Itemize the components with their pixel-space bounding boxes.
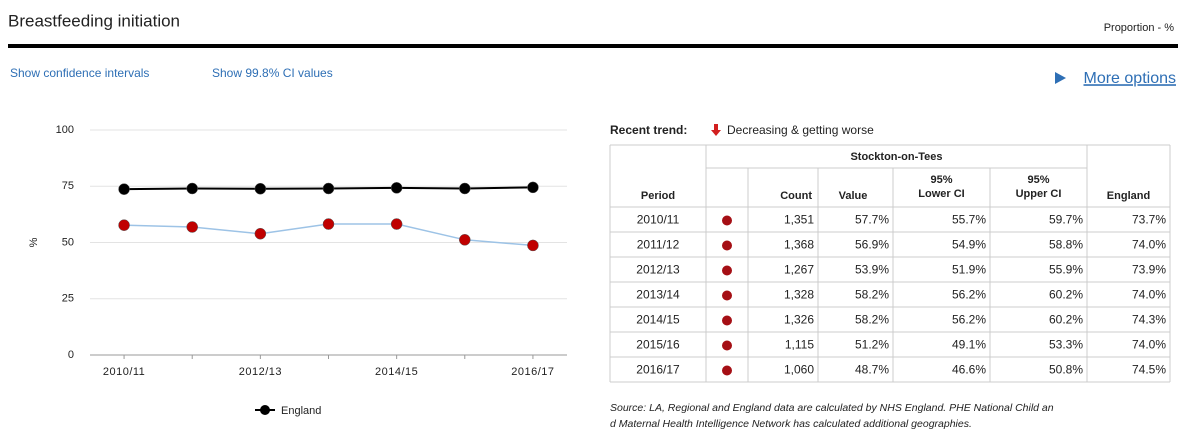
period-cell: 2013/14 bbox=[636, 288, 680, 302]
value-cell: 55.9% bbox=[1049, 263, 1083, 277]
value-cell: 58.2% bbox=[855, 288, 889, 302]
value-cell: 46.6% bbox=[952, 363, 986, 377]
value-cell: 54.9% bbox=[952, 238, 986, 252]
value-cell: 1,267 bbox=[784, 263, 814, 277]
value-cell: 73.9% bbox=[1132, 263, 1166, 277]
y-tick-label: 100 bbox=[56, 124, 74, 136]
column-header: Upper CI bbox=[1016, 188, 1062, 200]
significance-marker bbox=[722, 340, 732, 351]
source-note: Source: LA, Regional and England data ar… bbox=[610, 402, 1054, 414]
data-point bbox=[322, 182, 335, 195]
value-cell: 58.8% bbox=[1049, 238, 1083, 252]
value-cell: 55.7% bbox=[952, 213, 986, 227]
period-cell: 2010/11 bbox=[637, 213, 680, 227]
trend-label: Recent trend: bbox=[610, 123, 687, 137]
column-header: Period bbox=[641, 190, 675, 202]
x-tick-label: 2014/15 bbox=[375, 366, 418, 378]
column-header: Count bbox=[780, 190, 812, 202]
column-header: England bbox=[1107, 190, 1150, 202]
value-cell: 56.9% bbox=[855, 238, 889, 252]
y-tick-label: 0 bbox=[68, 349, 74, 361]
value-cell: 1,351 bbox=[784, 213, 814, 227]
x-tick-label: 2016/17 bbox=[511, 366, 554, 378]
value-cell: 1,328 bbox=[784, 288, 814, 302]
ci-values-link[interactable]: Show 99.8% CI values bbox=[212, 66, 333, 80]
significance-marker bbox=[722, 215, 732, 226]
significance-marker bbox=[722, 365, 732, 376]
column-header: 95% bbox=[1027, 174, 1049, 186]
y-tick-label: 25 bbox=[62, 293, 74, 305]
column-header: Value bbox=[839, 190, 868, 202]
value-cell: 53.9% bbox=[855, 263, 889, 277]
period-cell: 2016/17 bbox=[636, 363, 680, 377]
data-point bbox=[186, 182, 198, 195]
value-cell: 74.0% bbox=[1132, 238, 1166, 252]
trend-arrow bbox=[711, 124, 721, 136]
x-tick-label: 2012/13 bbox=[239, 366, 282, 378]
data-point bbox=[118, 183, 130, 195]
y-axis-label: % bbox=[28, 237, 40, 247]
value-cell: 59.7% bbox=[1049, 213, 1083, 227]
table-group-header: Stockton-on-Tees bbox=[850, 151, 942, 163]
significance-marker bbox=[722, 265, 732, 276]
y-tick-label: 75 bbox=[62, 180, 74, 192]
data-point bbox=[118, 219, 130, 231]
data-point bbox=[254, 227, 267, 240]
trend-text: Decreasing & getting worse bbox=[727, 123, 874, 137]
period-cell: 2011/12 bbox=[637, 238, 680, 252]
value-cell: 51.2% bbox=[855, 338, 889, 352]
source-note: d Maternal Health Intelligence Network h… bbox=[610, 418, 972, 430]
period-cell: 2014/15 bbox=[636, 313, 680, 327]
x-tick-label: 2010/11 bbox=[103, 366, 145, 378]
value-cell: 60.2% bbox=[1049, 313, 1083, 327]
value-cell: 74.0% bbox=[1132, 288, 1166, 302]
value-cell: 1,060 bbox=[784, 363, 814, 377]
significance-marker bbox=[722, 240, 732, 251]
value-cell: 56.2% bbox=[952, 313, 986, 327]
value-cell: 57.7% bbox=[855, 213, 889, 227]
page-title: Breastfeeding initiation bbox=[8, 11, 180, 30]
value-cell: 1,326 bbox=[784, 313, 814, 327]
header-rule bbox=[8, 44, 1178, 48]
value-cell: 74.3% bbox=[1132, 313, 1166, 327]
value-cell: 51.9% bbox=[952, 263, 986, 277]
value-cell: 50.8% bbox=[1049, 363, 1083, 377]
legend-label: England bbox=[281, 405, 321, 417]
data-point bbox=[527, 181, 539, 194]
data-point bbox=[390, 218, 403, 230]
period-cell: 2015/16 bbox=[636, 338, 680, 352]
value-cell: 58.2% bbox=[855, 313, 889, 327]
value-cell: 74.5% bbox=[1132, 363, 1166, 377]
y-tick-label: 50 bbox=[62, 236, 74, 248]
data-point bbox=[186, 221, 198, 233]
data-point bbox=[459, 182, 471, 195]
value-cell: 1,115 bbox=[785, 338, 814, 352]
value-cell: 74.0% bbox=[1132, 338, 1166, 352]
value-cell: 49.1% bbox=[952, 338, 986, 352]
data-point bbox=[322, 218, 335, 230]
value-cell: 48.7% bbox=[855, 363, 889, 377]
value-cell: 53.3% bbox=[1049, 338, 1083, 352]
value-cell: 73.7% bbox=[1132, 213, 1166, 227]
ci-link[interactable]: Show confidence intervals bbox=[10, 66, 149, 80]
significance-marker bbox=[722, 290, 732, 301]
unit-label: Proportion - % bbox=[1104, 22, 1175, 34]
data-point bbox=[527, 239, 539, 252]
value-cell: 1,368 bbox=[784, 238, 814, 252]
column-header: Lower CI bbox=[918, 188, 964, 200]
significance-marker bbox=[722, 315, 732, 326]
data-point bbox=[459, 234, 471, 246]
data-point bbox=[254, 182, 267, 195]
value-cell: 56.2% bbox=[952, 288, 986, 302]
options-arrow[interactable] bbox=[1055, 72, 1066, 84]
period-cell: 2012/13 bbox=[636, 263, 680, 277]
data-point bbox=[390, 182, 403, 194]
value-cell: 60.2% bbox=[1049, 288, 1083, 302]
more-options-link[interactable]: More options bbox=[1084, 70, 1177, 87]
column-header: 95% bbox=[930, 174, 952, 186]
legend-marker bbox=[260, 405, 270, 415]
